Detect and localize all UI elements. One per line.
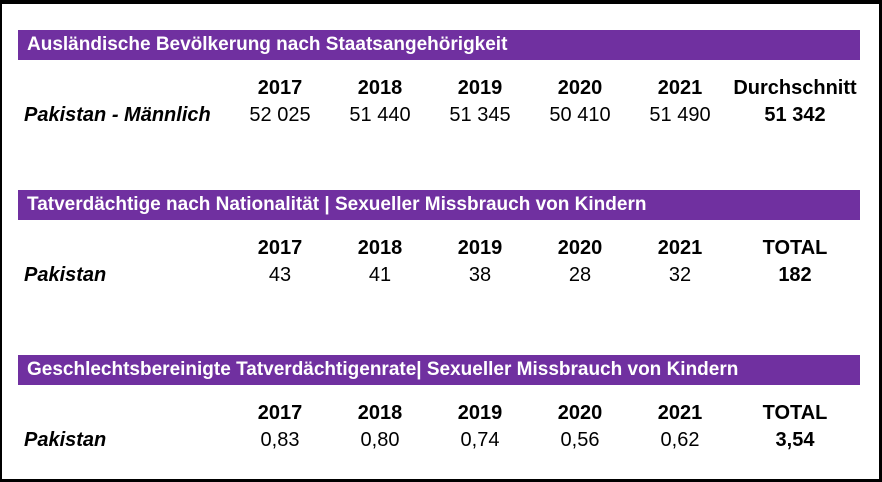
column-header-2019: 2019 [457, 402, 503, 424]
column-header-2020: 2020 [557, 402, 603, 424]
table-title-bar: Geschlechtsbereinigte Tatverdächtigenrat… [18, 355, 860, 385]
cell-value: 38 [468, 264, 492, 286]
table-suspect-rate: Geschlechtsbereinigte Tatverdächtigenrat… [18, 355, 860, 453]
table-header-row: 2017 2018 2019 2020 2021 TOTAL [18, 235, 860, 261]
table-title-bar: Ausländische Bevölkerung nach Staatsange… [18, 30, 860, 60]
cell-value: 28 [568, 264, 592, 286]
row-label: Pakistan [24, 264, 107, 286]
cell-value: 0,83 [260, 429, 300, 451]
column-header-2020: 2020 [557, 237, 603, 259]
column-header-2021: 2021 [657, 237, 703, 259]
summary-value: 51 342 [764, 104, 826, 126]
summary-value: 182 [778, 264, 812, 286]
column-header-2021: 2021 [657, 402, 703, 424]
column-header-2017: 2017 [257, 237, 303, 259]
table-header-row: 2017 2018 2019 2020 2021 TOTAL [18, 400, 860, 426]
cell-value: 0,80 [360, 429, 400, 451]
column-header-2018: 2018 [357, 402, 403, 424]
row-label: Pakistan - Männlich [24, 104, 211, 126]
column-header-2021: 2021 [657, 77, 703, 99]
table-header-row: 2017 2018 2019 2020 2021 Durchschnitt [18, 75, 860, 101]
table-title-bar: Tatverdächtige nach Nationalität | Sexue… [18, 190, 860, 220]
cell-value: 0,74 [460, 429, 500, 451]
column-header-2017: 2017 [257, 402, 303, 424]
summary-value: 3,54 [775, 429, 815, 451]
column-header-2020: 2020 [557, 77, 603, 99]
cell-value: 51 490 [649, 104, 711, 126]
table-row: Pakistan - Männlich 52 025 51 440 51 345… [18, 102, 860, 128]
cell-value: 50 410 [549, 104, 611, 126]
cell-value: 43 [268, 264, 292, 286]
cell-value: 51 440 [349, 104, 411, 126]
column-header-2019: 2019 [457, 237, 503, 259]
table-row: Pakistan 0,83 0,80 0,74 0,56 0,62 3,54 [18, 427, 860, 453]
table-row: Pakistan 43 41 38 28 32 182 [18, 262, 860, 288]
column-header-2018: 2018 [357, 77, 403, 99]
row-label: Pakistan [24, 429, 107, 451]
column-header-2017: 2017 [257, 77, 303, 99]
cell-value: 41 [368, 264, 392, 286]
column-header-durchschnitt: Durchschnitt [733, 77, 857, 99]
column-header-total: TOTAL [762, 237, 828, 259]
cell-value: 52 025 [249, 104, 311, 126]
table-foreign-population: Ausländische Bevölkerung nach Staatsange… [18, 30, 860, 128]
column-header-2019: 2019 [457, 77, 503, 99]
cell-value: 51 345 [449, 104, 511, 126]
cell-value: 0,56 [560, 429, 600, 451]
cell-value: 0,62 [660, 429, 700, 451]
table-suspects: Tatverdächtige nach Nationalität | Sexue… [18, 190, 860, 288]
column-header-2018: 2018 [357, 237, 403, 259]
column-header-total: TOTAL [762, 402, 828, 424]
cell-value: 32 [668, 264, 692, 286]
